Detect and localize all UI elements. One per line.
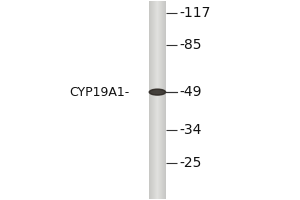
Text: -34: -34 — [180, 123, 202, 137]
Text: -85: -85 — [180, 38, 202, 52]
Text: CYP19A1-: CYP19A1- — [69, 86, 129, 99]
Ellipse shape — [149, 89, 166, 95]
Text: -117: -117 — [180, 6, 211, 20]
Text: -49: -49 — [180, 85, 202, 99]
Text: -25: -25 — [180, 156, 202, 170]
